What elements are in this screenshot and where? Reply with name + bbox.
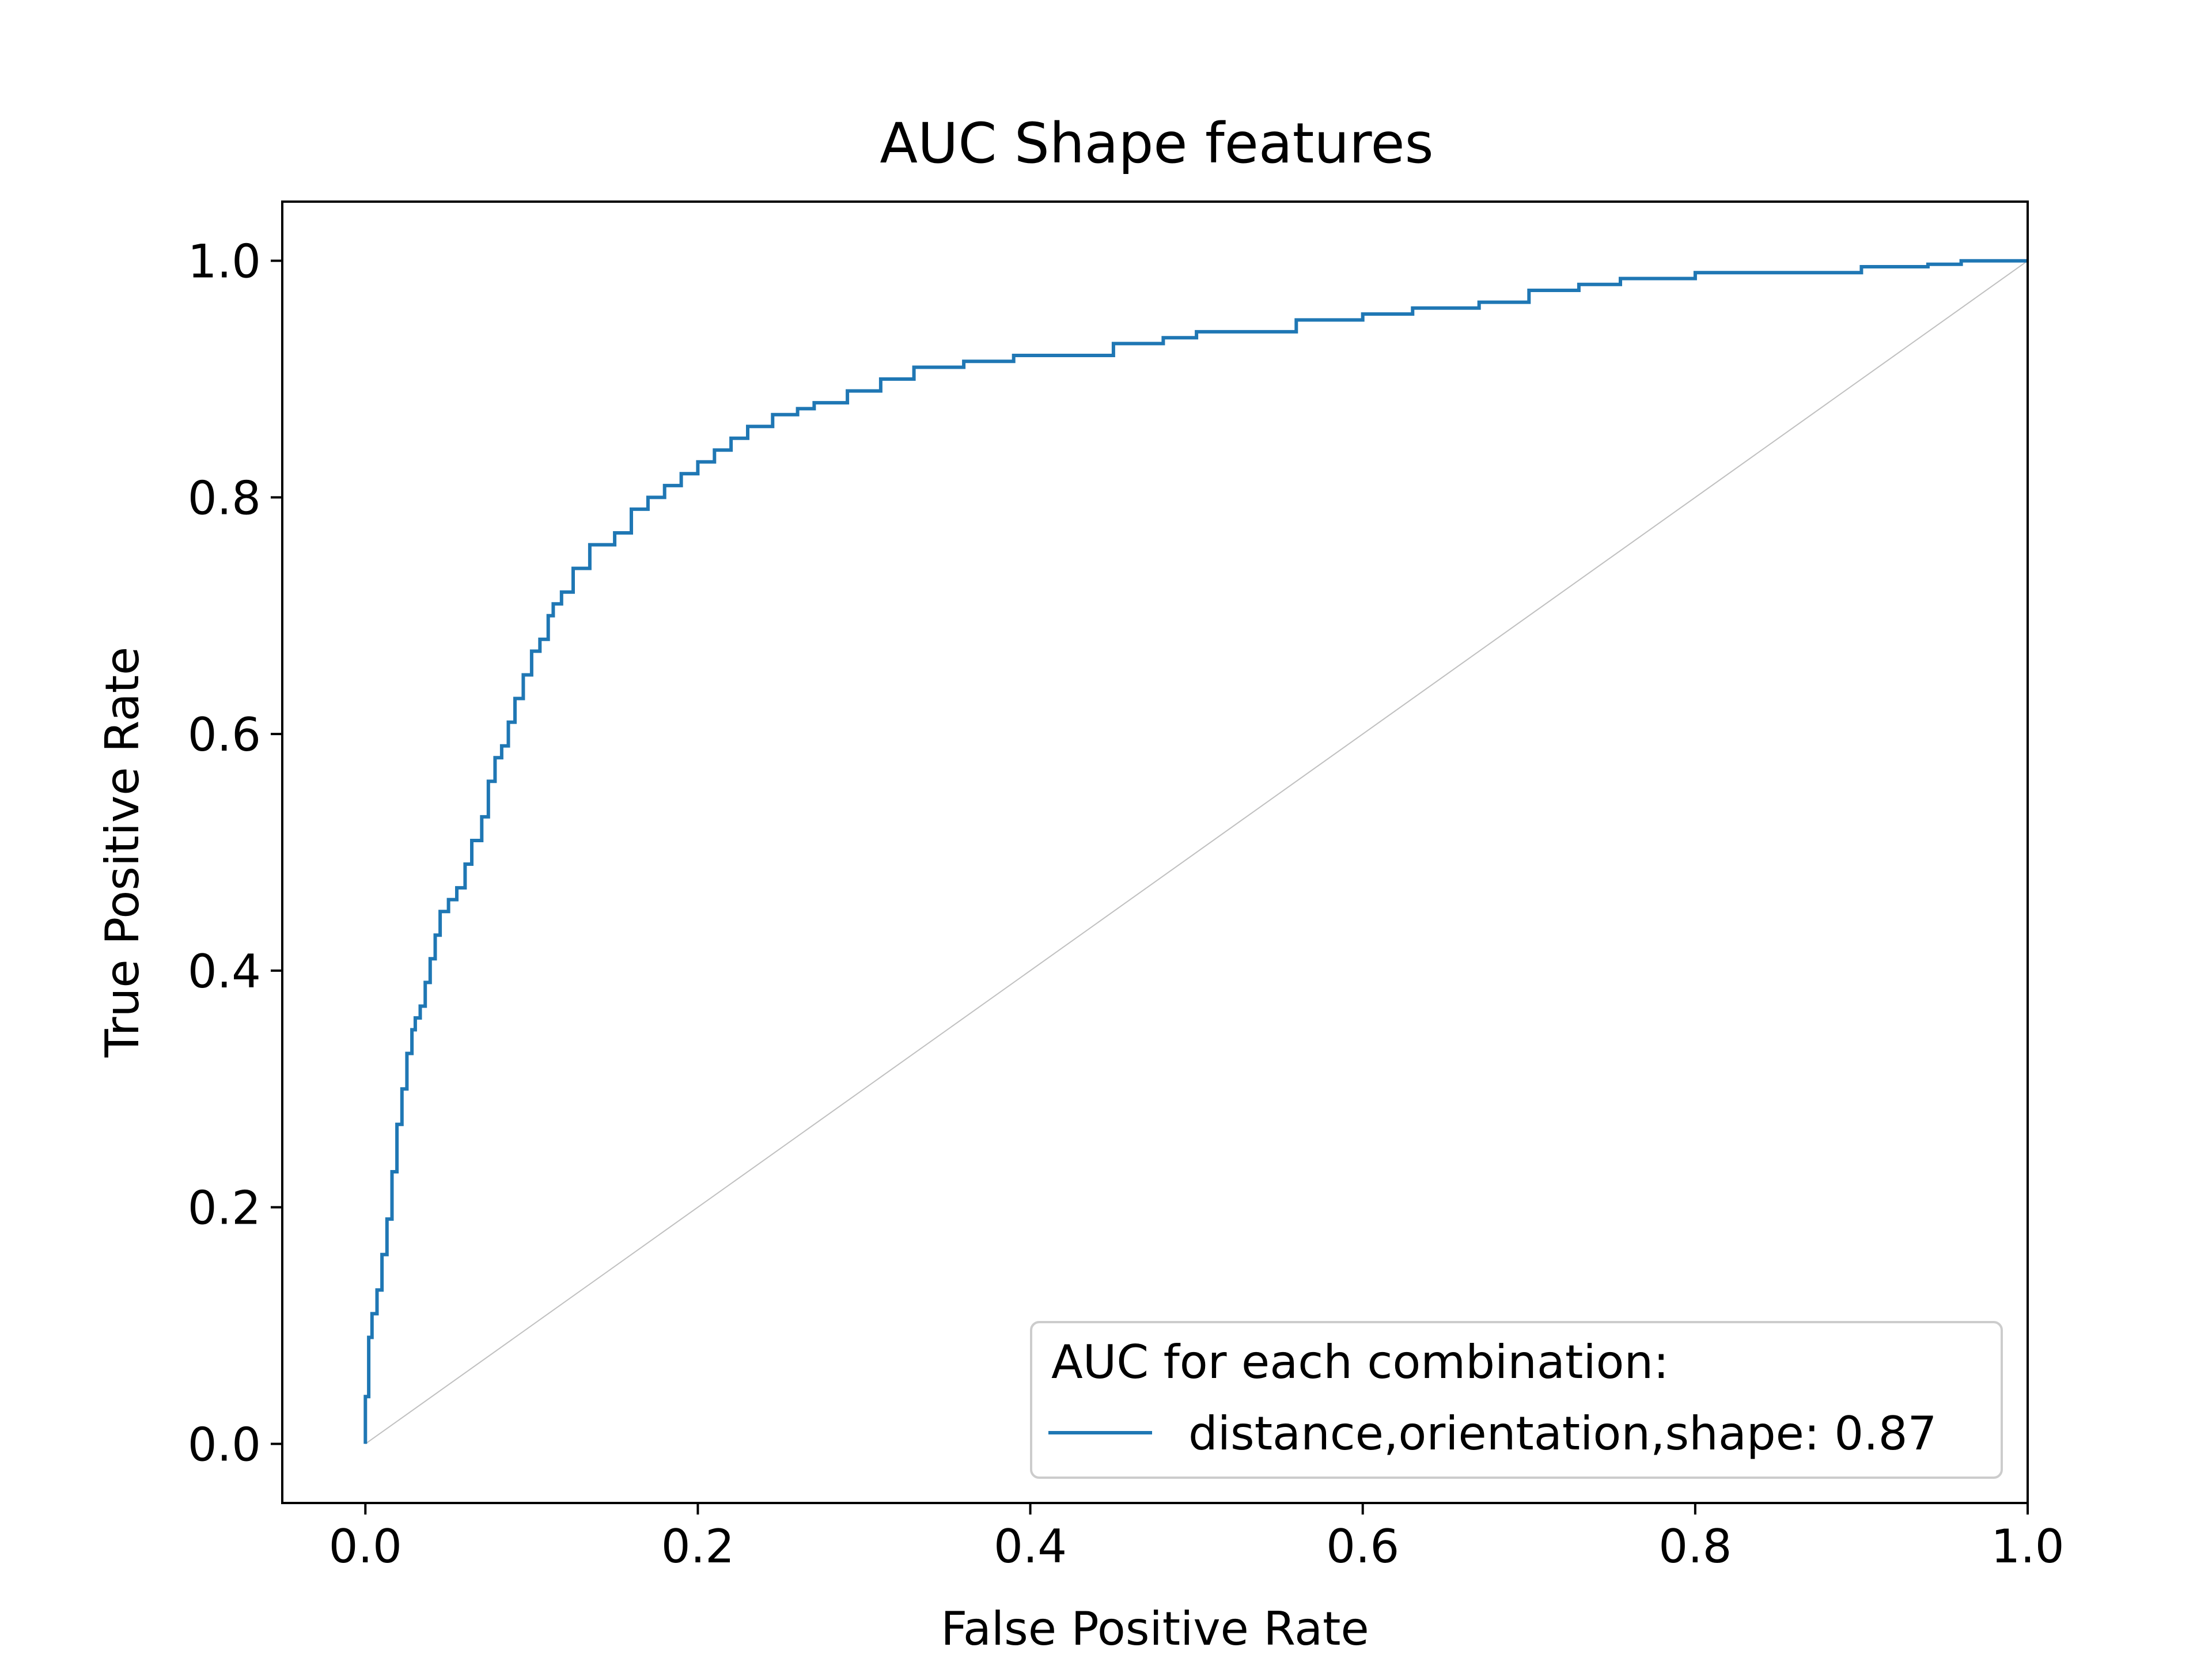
- y-tick-label: 0.0: [188, 1418, 261, 1471]
- roc-curve: [363, 259, 2028, 1444]
- legend-entry-label: distance,orientation,shape: 0.87: [1188, 1407, 1937, 1460]
- chart-title: AUC Shape features: [880, 111, 1433, 176]
- x-tick-label: 0.0: [329, 1520, 402, 1573]
- y-tick-label: 0.2: [188, 1182, 261, 1235]
- x-tick-label: 0.4: [994, 1520, 1067, 1573]
- x-tick-label: 0.8: [1658, 1520, 1732, 1573]
- legend-box: [1030, 1321, 2003, 1479]
- axes-frame: [281, 200, 2029, 1504]
- y-tick-label: 0.4: [188, 945, 261, 998]
- plot-area: [363, 259, 2028, 1445]
- x-axis-ticks: 0.0 0.2 0.4 0.6 0.8 1.0: [329, 1503, 2065, 1573]
- y-tick-label: 1.0: [188, 235, 261, 289]
- y-axis-ticks: 0.0 0.2 0.4 0.6 0.8 1.0: [188, 235, 282, 1471]
- x-axis-label: False Positive Rate: [941, 1602, 1369, 1656]
- y-axis-label: True Positive Rate: [96, 647, 149, 1058]
- y-tick-label: 0.8: [188, 471, 261, 525]
- y-tick-label: 0.6: [188, 708, 261, 762]
- legend-title: AUC for each combination:: [1051, 1335, 1669, 1389]
- diagonal-reference-line: [365, 260, 2028, 1445]
- legend: AUC for each combination: distance,orien…: [1030, 1321, 2003, 1479]
- x-tick-label: 1.0: [1991, 1520, 2064, 1573]
- x-tick-label: 0.6: [1326, 1520, 1399, 1573]
- x-tick-label: 0.2: [661, 1520, 734, 1573]
